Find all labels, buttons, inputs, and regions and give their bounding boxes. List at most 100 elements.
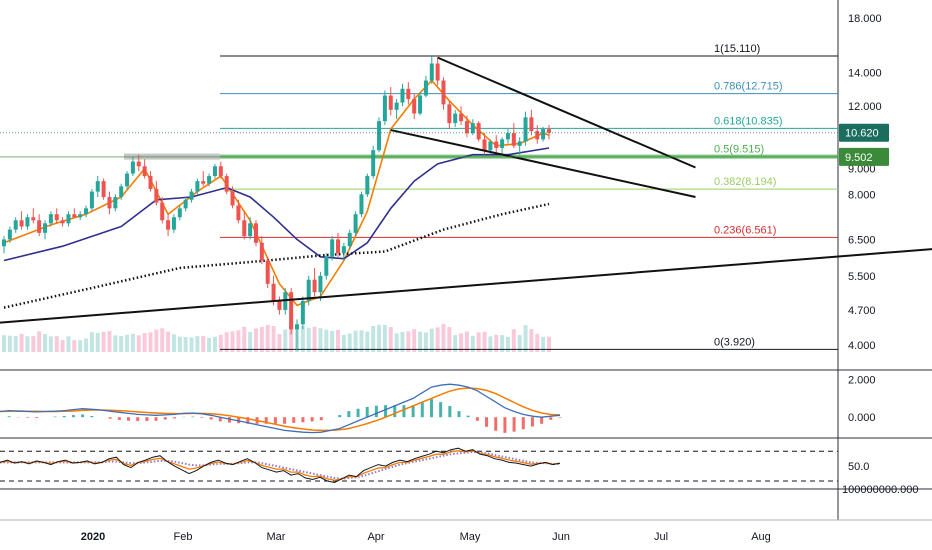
candle-body (25, 217, 30, 227)
volume-bar (429, 328, 434, 352)
volume-bar (341, 334, 346, 352)
candle-body (236, 205, 241, 221)
candle-body (464, 121, 469, 134)
candle-body (136, 161, 141, 167)
volume-bar (107, 331, 112, 352)
price-tick-label: 9.000 (848, 164, 876, 176)
volume-bar (470, 335, 475, 352)
macd-histogram-bar (512, 417, 516, 432)
volume-bar (125, 334, 130, 352)
candle-body (177, 208, 182, 218)
volume-bar (388, 327, 393, 352)
moving-average-line (3, 147, 550, 262)
trendlines[interactable] (0, 56, 932, 330)
candle-body (253, 223, 258, 243)
macd-line (0, 383, 561, 434)
volume-bar (13, 336, 18, 352)
volume-bar (435, 327, 440, 352)
macd-histogram-bar (338, 415, 342, 418)
candle-body (312, 279, 317, 293)
volume-bar (84, 338, 89, 352)
trendline (437, 56, 696, 169)
candle-body (95, 181, 100, 192)
candle-body (19, 220, 24, 227)
candle-body (295, 324, 299, 330)
price-tick-label: 12.000 (848, 101, 882, 113)
candle-body (429, 63, 434, 81)
candle-body (365, 176, 370, 195)
candle-body (265, 260, 270, 284)
volume-bar (130, 333, 135, 352)
rsi-tick-label: 100000000.000 (842, 484, 918, 496)
macd-histogram-bar (475, 417, 479, 421)
candle-body (517, 141, 522, 146)
candle-body (201, 181, 206, 184)
volume-bar (7, 335, 12, 352)
candle-body (212, 166, 217, 177)
fib-level-label: 0.618(10.835) (714, 115, 783, 127)
price-badge (839, 123, 889, 142)
volume-bar (523, 325, 528, 352)
macd-histogram-bar (420, 402, 424, 418)
volume-bar (476, 332, 481, 352)
volume-bar (72, 340, 77, 352)
candle-body (400, 88, 405, 103)
macd-histogram-bar (485, 417, 489, 427)
volume-bar (95, 332, 100, 352)
macd-histogram-bar (384, 405, 388, 418)
price-tick-label: 5.500 (848, 271, 876, 283)
candle-body (218, 166, 223, 177)
macd-histogram-bar (347, 411, 351, 418)
rsi-tick-label: 50.0 (848, 461, 869, 473)
volume-bar (453, 335, 458, 352)
volume-bar (201, 336, 206, 352)
candle-body (31, 217, 36, 221)
volume-bar (66, 336, 71, 352)
volume-bar (224, 332, 229, 352)
macd-histogram-bar (530, 417, 534, 427)
candle-body (119, 186, 124, 198)
fib-level-label: 0.236(6.561) (714, 224, 776, 236)
macd-histogram-bar (81, 414, 85, 418)
price-tick-label: 4.700 (848, 305, 876, 317)
macd-histogram-bar (365, 406, 369, 418)
rsi-line (0, 447, 561, 484)
price-badge-label: 10.620 (845, 128, 879, 140)
candle-body (113, 197, 118, 209)
rsi-panel: 50.0 100000000.000 (0, 447, 918, 496)
volume-bar (142, 333, 147, 352)
volume-bar (400, 332, 405, 352)
candle-body (166, 220, 171, 230)
price-axis[interactable]: 18.000 14.000 12.000 9.000 8.000 6.500 5.500 4.… (848, 13, 882, 352)
volume-bar (511, 329, 516, 352)
macd-tick-label: 2.000 (848, 375, 876, 387)
candle-body (84, 208, 89, 215)
volume-bar (529, 328, 534, 352)
candle-body (259, 242, 264, 261)
candle-body (441, 80, 446, 105)
macd-histogram-bar (273, 417, 277, 424)
candle-body (482, 139, 487, 151)
rsi-smooth-line (0, 450, 561, 481)
volume-bar (253, 328, 258, 352)
candle-body (470, 123, 475, 134)
time-axis[interactable]: 2020 Feb Mar Apr May Jun Jul Aug (81, 531, 771, 543)
macd-histogram-bar (264, 417, 268, 424)
volume-bar (31, 336, 36, 352)
volume-bar (265, 324, 270, 352)
candle-body (207, 176, 212, 184)
volume-bar (171, 334, 176, 352)
macd-histogram-bar (494, 417, 498, 431)
macd-tick-label: 0.000 (848, 412, 876, 424)
macd-histogram-bar (402, 405, 406, 418)
time-tick-label: Feb (174, 531, 193, 543)
candle-body (48, 214, 53, 224)
macd-histogram-bar (540, 417, 544, 424)
candle-body (541, 129, 546, 140)
macd-histogram-bar (411, 405, 415, 418)
volume-bar (19, 333, 24, 352)
candle-body (300, 300, 305, 325)
volume-bar (359, 330, 364, 352)
macd-histogram-bar (117, 417, 121, 420)
